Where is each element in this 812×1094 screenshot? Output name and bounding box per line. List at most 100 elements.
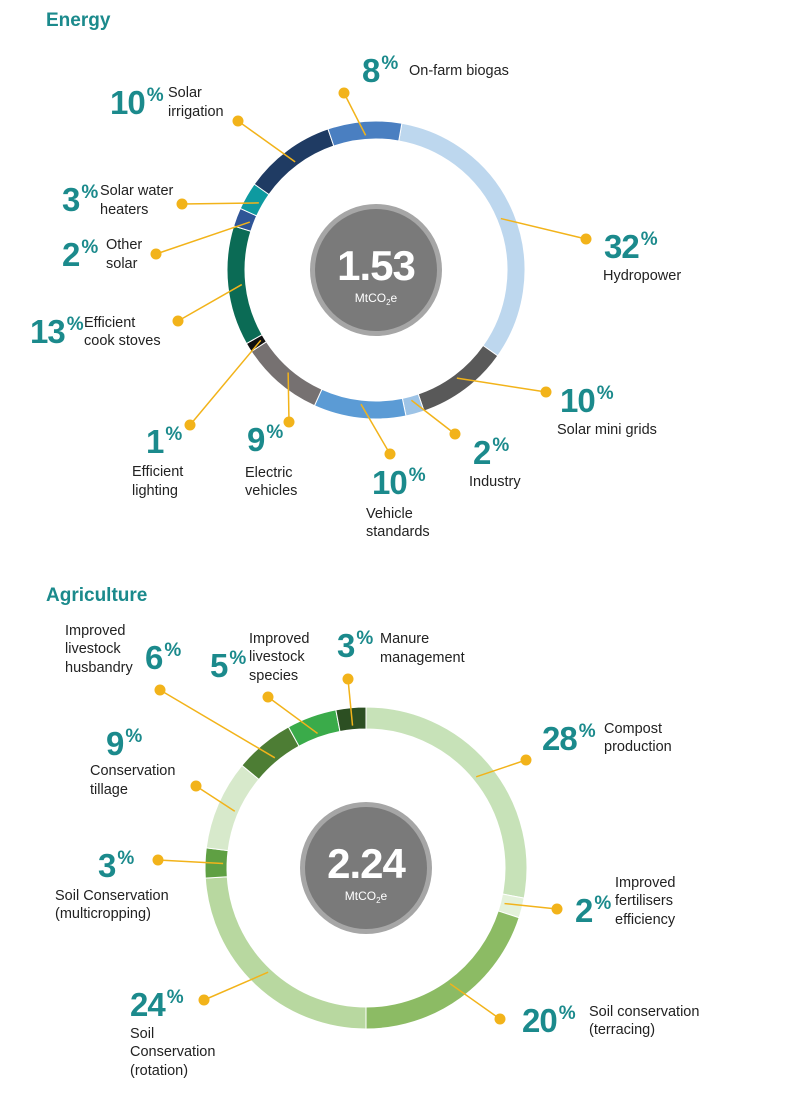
- slice-label: (multicropping): [55, 906, 151, 922]
- leader-line: [456, 377, 547, 393]
- slice-percent: 10%: [110, 84, 164, 121]
- leader-dot: [150, 248, 162, 260]
- donut-slice: [205, 764, 260, 852]
- leader-line: [267, 696, 319, 735]
- slice-label: tillage: [90, 782, 128, 798]
- leader-line: [343, 92, 367, 136]
- leader-dot: [520, 754, 532, 766]
- center-badge: [305, 807, 427, 929]
- slice-label: Efficient: [84, 315, 135, 331]
- donut-chart-0: Energy 32 % Hydropower 10 % Solar mini grids 2%…: [30, 10, 681, 540]
- leader-line: [177, 283, 243, 322]
- center-total: 2.24: [327, 840, 406, 887]
- leader-dot: [384, 448, 396, 460]
- leader-dot: [190, 780, 202, 792]
- slice-label: fertilisers: [615, 893, 673, 909]
- slice-label: Other: [106, 237, 142, 253]
- leader-dot: [154, 684, 166, 696]
- leader-dot: [540, 386, 552, 398]
- slice-percent: 6%: [145, 639, 181, 676]
- slice-label: Conservation: [130, 1044, 215, 1060]
- slice-label: Vehicle: [366, 506, 413, 522]
- leader-line: [500, 217, 587, 240]
- leader-line: [410, 399, 456, 435]
- donut-slice: [335, 706, 367, 733]
- slice-label: Electric: [245, 465, 293, 481]
- slice-label: husbandry: [65, 660, 133, 676]
- donut-slice: [250, 341, 323, 407]
- donut-slice: [241, 726, 300, 781]
- leader-line: [157, 859, 224, 865]
- slice-label: Improved: [65, 623, 125, 639]
- slice-label: Solar mini grids: [557, 422, 657, 438]
- slice-label: Soil Conservation: [55, 888, 169, 904]
- slice-label: On-farm biogas: [409, 63, 509, 79]
- slice-percent: 3%: [337, 627, 373, 664]
- chart-title: Energy: [46, 10, 111, 31]
- leader-line: [360, 403, 391, 455]
- slice-label: production: [604, 739, 672, 755]
- slice-percent: 8%: [362, 52, 398, 89]
- donut-slice: [226, 225, 263, 345]
- slice-label: Solar: [168, 85, 202, 101]
- leader-dot: [494, 1013, 506, 1025]
- leader-line: [347, 678, 354, 726]
- leader-dot: [198, 994, 210, 1006]
- leader-dot: [342, 673, 354, 685]
- slice-percent: 13%: [30, 313, 84, 350]
- slice-percent: 10%: [372, 464, 426, 501]
- slice-label: vehicles: [245, 483, 297, 499]
- slice-percent: 32%: [604, 228, 658, 265]
- leader-dot: [232, 115, 244, 127]
- slice-label: Manure: [380, 631, 429, 647]
- slice-percent: 5%: [210, 647, 246, 684]
- slice-label: Improved: [249, 631, 309, 647]
- slice-label: cook stoves: [84, 333, 161, 349]
- leader-dot: [449, 428, 461, 440]
- leader-line: [237, 120, 296, 163]
- slice-label: (terracing): [589, 1022, 655, 1038]
- slice-label: heaters: [100, 202, 148, 218]
- slice-percent: 10%: [560, 382, 614, 419]
- slice-percent: 1%: [146, 423, 182, 460]
- slice-percent: 20%: [522, 1002, 576, 1039]
- leader-dot: [283, 416, 295, 428]
- slice-label: Improved: [615, 875, 675, 891]
- leader-dot: [338, 87, 350, 99]
- leader-dot: [551, 903, 563, 915]
- slice-label: Industry: [469, 474, 521, 490]
- slice-label: Solar water: [100, 183, 174, 199]
- leader-line: [504, 902, 558, 910]
- slice-label: (rotation): [130, 1063, 188, 1079]
- leader-dot: [152, 854, 164, 866]
- slice-label: livestock: [65, 641, 121, 657]
- donut-slice: [313, 388, 407, 420]
- slice-label: Conservation: [90, 763, 175, 779]
- slice-percent: 9%: [106, 725, 142, 762]
- leader-line: [181, 202, 259, 205]
- leader-dot: [184, 419, 196, 431]
- slice-label: Soil conservation: [589, 1004, 699, 1020]
- leader-line: [449, 983, 501, 1020]
- leader-line: [155, 221, 251, 255]
- leader-line: [189, 339, 262, 426]
- slice-label: standards: [366, 524, 430, 540]
- leader-line: [287, 372, 290, 423]
- slice-percent: 2%: [62, 236, 98, 273]
- slice-label: Compost: [604, 721, 662, 737]
- slice-label: species: [249, 668, 298, 684]
- slice-label: livestock: [249, 649, 305, 665]
- slice-label: Efficient: [132, 464, 183, 480]
- leader-line: [195, 785, 236, 812]
- leader-dot: [172, 315, 184, 327]
- slice-label: management: [380, 650, 465, 666]
- leader-line: [203, 971, 269, 1001]
- slice-percent: 2%: [473, 434, 509, 471]
- slice-percent: 2%: [575, 892, 611, 929]
- slice-percent: 24%: [130, 986, 184, 1023]
- slice-percent: 3%: [98, 847, 134, 884]
- slice-percent: 28%: [542, 720, 596, 757]
- center-unit: MtCO2e: [355, 291, 398, 307]
